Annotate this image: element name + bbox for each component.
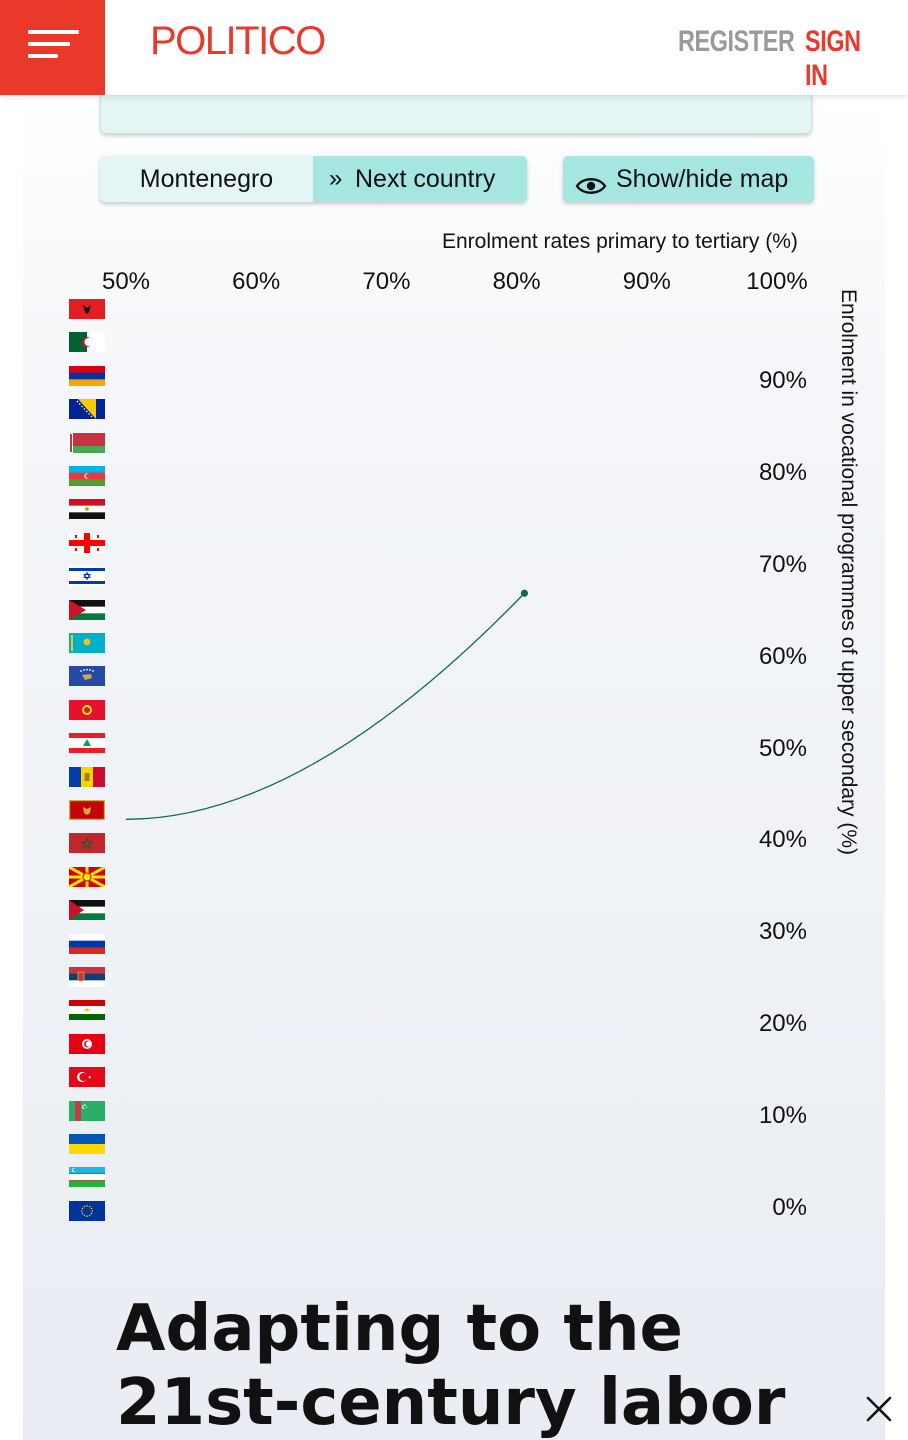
x-tick-label: 100% xyxy=(746,268,808,295)
flag-kyrgyzstan[interactable] xyxy=(69,699,105,720)
y-tick-label: 30% xyxy=(758,918,807,946)
y-tick-label: 50% xyxy=(758,734,807,762)
flag-algeria[interactable] xyxy=(69,332,105,353)
flag-israel[interactable] xyxy=(69,566,105,587)
x-tick-label: 50% xyxy=(101,268,151,295)
y-tick-label: 0% xyxy=(772,1194,807,1221)
selected-country-label[interactable]: Montenegro xyxy=(139,165,274,193)
flag-turkey[interactable] xyxy=(69,1067,105,1088)
country-selector: Montenegro » Next country xyxy=(100,156,527,202)
y-tick-label: 60% xyxy=(758,642,807,670)
y-tick-label: 20% xyxy=(758,1010,807,1038)
flag-serbia[interactable] xyxy=(69,967,105,987)
menu-button[interactable] xyxy=(0,0,105,95)
politico-logo[interactable]: POLITICO xyxy=(150,19,326,63)
flag-uzbekistan[interactable] xyxy=(69,1167,105,1188)
site-header: POLITICO REGISTER SIGN IN xyxy=(0,0,908,95)
flag-lebanon[interactable] xyxy=(69,733,105,754)
next-country-label: Next country xyxy=(355,165,496,193)
flag-albania[interactable] xyxy=(69,299,105,319)
next-country-button[interactable]: » Next country xyxy=(313,156,527,202)
flag-kosovo[interactable] xyxy=(69,666,105,687)
article-headline: Adapting to the 21st-century labor xyxy=(116,1292,786,1440)
x-tick-label: 60% xyxy=(232,268,281,295)
flag-belarus[interactable] xyxy=(69,432,105,453)
y-tick-label: 90% xyxy=(758,367,807,394)
flag-morocco[interactable] xyxy=(69,833,105,854)
show-hide-map-label: Show/hide map xyxy=(616,165,789,193)
interactive-panel xyxy=(23,95,885,1440)
y-tick-label: 40% xyxy=(758,826,807,854)
y-axis-title-text: Enrolment in vocational programmes of up… xyxy=(837,288,860,856)
flag-georgia[interactable] xyxy=(69,532,105,553)
x-tick-label: 70% xyxy=(362,268,411,295)
flag-ukraine[interactable] xyxy=(69,1134,105,1154)
x-axis-title: Enrolment rates primary to tertiary (%) xyxy=(442,230,798,253)
flag-palestine[interactable] xyxy=(69,900,105,921)
y-tick-label: 70% xyxy=(758,550,807,578)
flag-jordan[interactable] xyxy=(69,599,105,620)
flag-tajikistan[interactable] xyxy=(69,1000,105,1021)
flag-european-union[interactable] xyxy=(69,1200,105,1221)
flag-armenia[interactable] xyxy=(69,365,105,386)
flag-turkmenistan[interactable] xyxy=(69,1100,105,1121)
country-info-box xyxy=(100,95,812,134)
close-button[interactable] xyxy=(862,1392,896,1426)
x-tick-label: 80% xyxy=(492,268,541,295)
flag-russia[interactable] xyxy=(69,933,105,954)
register-link[interactable]: REGISTER xyxy=(678,25,795,58)
flag-bosnia-and-herzegovina[interactable] xyxy=(69,399,105,420)
y-tick-label: 10% xyxy=(758,1102,807,1130)
y-tick-label: 80% xyxy=(758,458,807,486)
flag-kazakhstan[interactable] xyxy=(69,633,105,653)
flag-north-macedonia[interactable] xyxy=(69,866,105,887)
close-icon xyxy=(866,1396,892,1422)
flag-azerbaijan[interactable] xyxy=(69,466,105,486)
flag-tunisia[interactable] xyxy=(69,1033,105,1054)
show-hide-map-button[interactable]: Show/hide map xyxy=(563,156,814,202)
eye-icon xyxy=(575,167,607,213)
flag-moldova[interactable] xyxy=(69,766,105,787)
x-tick-label: 90% xyxy=(622,268,671,295)
double-chevron-right-icon: » xyxy=(329,165,343,192)
sign-in-link[interactable]: SIGN IN xyxy=(805,25,861,92)
flag-egypt[interactable] xyxy=(69,499,105,520)
flag-montenegro[interactable] xyxy=(69,800,105,820)
